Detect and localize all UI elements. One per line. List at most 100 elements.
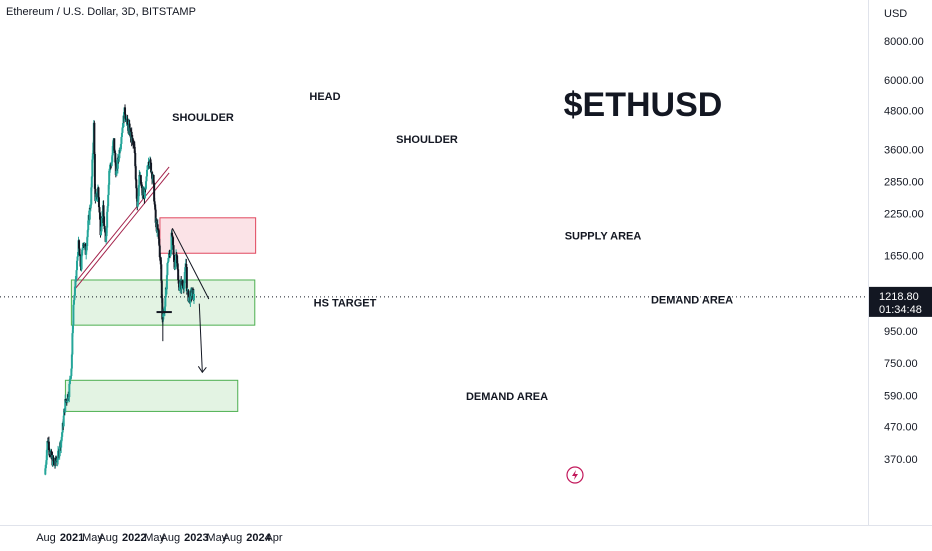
candle-body xyxy=(79,255,82,267)
candle-body xyxy=(134,152,137,167)
candle-body xyxy=(161,298,164,320)
candle-body xyxy=(168,253,171,255)
candle-body xyxy=(106,211,109,228)
candle-body xyxy=(118,149,121,159)
candle-body xyxy=(156,224,159,230)
time-axis[interactable] xyxy=(0,525,932,551)
candle-body xyxy=(61,432,64,437)
time-tick-label: Aug xyxy=(98,532,118,544)
candle-body xyxy=(171,235,174,238)
candle-body xyxy=(67,397,70,399)
candle-body xyxy=(80,255,83,270)
candle-body xyxy=(90,176,93,188)
candle-body xyxy=(109,164,112,166)
candle-body xyxy=(172,245,175,255)
candle-body xyxy=(125,119,128,122)
candle-body xyxy=(153,182,156,202)
candle-body xyxy=(88,207,91,220)
candle-body xyxy=(124,114,127,119)
candle-body xyxy=(186,291,189,293)
candle-body xyxy=(65,399,68,402)
candle-body xyxy=(93,153,96,189)
demand-lower-zone xyxy=(64,379,239,412)
candle-body xyxy=(113,150,116,153)
candle-body xyxy=(116,157,119,169)
candle-body xyxy=(152,174,155,183)
candle-body xyxy=(153,201,156,205)
time-tick-label: Aug xyxy=(223,532,243,544)
candle-body xyxy=(143,188,146,199)
time-tick-label: May xyxy=(144,532,165,544)
hs-target-label: HS TARGET xyxy=(314,298,377,310)
last-price-value: 1218.80 xyxy=(879,291,919,303)
candle-body xyxy=(76,256,79,261)
candle-body xyxy=(72,300,75,305)
candle-body xyxy=(151,172,154,180)
candle-body xyxy=(103,225,106,230)
candle-body xyxy=(127,124,130,131)
candle-body xyxy=(140,183,143,186)
candle-body xyxy=(62,415,65,427)
candle-body xyxy=(146,167,149,170)
ticker-watermark: $ETHUSD xyxy=(564,86,723,124)
candle-body xyxy=(86,230,89,238)
price-tick-label: 370.00 xyxy=(884,454,918,466)
candle-body xyxy=(114,152,117,163)
time-tick-label: 2021 xyxy=(60,532,84,544)
price-tick-label: 590.00 xyxy=(884,391,918,403)
candle-body xyxy=(98,207,101,213)
candle-body xyxy=(164,287,167,298)
time-tick-label: May xyxy=(206,532,227,544)
candle-body xyxy=(162,313,165,320)
price-tick-label: 2250.00 xyxy=(884,209,924,221)
candle-body xyxy=(84,244,87,246)
candle-body xyxy=(85,246,88,251)
price-tick-label: 6000.00 xyxy=(884,75,924,87)
candle-body xyxy=(158,245,161,258)
price-tick-label: 750.00 xyxy=(884,358,918,370)
candle-body xyxy=(75,270,78,279)
candle-body xyxy=(185,263,188,268)
candle-body xyxy=(111,146,114,156)
price-axis[interactable] xyxy=(868,0,932,525)
price-tick-label: 950.00 xyxy=(884,326,918,338)
candle-body xyxy=(92,142,95,154)
candle-body xyxy=(68,383,71,398)
candle-body xyxy=(104,229,107,233)
candle-body xyxy=(100,226,103,232)
candle-body xyxy=(121,127,124,133)
candle-body xyxy=(120,132,123,137)
candle-body xyxy=(167,257,170,262)
candle-body xyxy=(157,230,160,239)
candle-body xyxy=(130,131,133,141)
candle-body xyxy=(165,275,168,290)
candle-body xyxy=(187,290,190,302)
candle-body xyxy=(69,378,72,380)
candle-body xyxy=(49,451,52,455)
candle-body xyxy=(169,254,172,257)
price-tick-label: 3600.00 xyxy=(884,145,924,157)
candle-body xyxy=(44,468,47,475)
candle-body xyxy=(135,179,138,189)
candle-body xyxy=(173,254,176,262)
price-tick-label: 2850.00 xyxy=(884,176,924,188)
candle-body xyxy=(149,159,152,163)
candle-body xyxy=(181,281,184,285)
candle-body xyxy=(117,158,120,160)
candle-body xyxy=(90,187,93,205)
candle-body xyxy=(102,205,105,217)
candle-body xyxy=(85,250,88,255)
candle-body xyxy=(81,247,84,250)
candle-body xyxy=(73,295,76,301)
candle-body xyxy=(151,177,154,180)
chart-title: Ethereum / U.S. Dollar, 3D, BITSTAMP xyxy=(6,6,196,18)
candle-body xyxy=(97,197,100,208)
candle-body xyxy=(137,185,140,197)
time-tick-label: 2023 xyxy=(184,532,208,544)
candle-body xyxy=(70,368,73,377)
candle-body xyxy=(72,304,75,326)
candle-body xyxy=(120,136,123,144)
candle-body xyxy=(45,450,48,461)
